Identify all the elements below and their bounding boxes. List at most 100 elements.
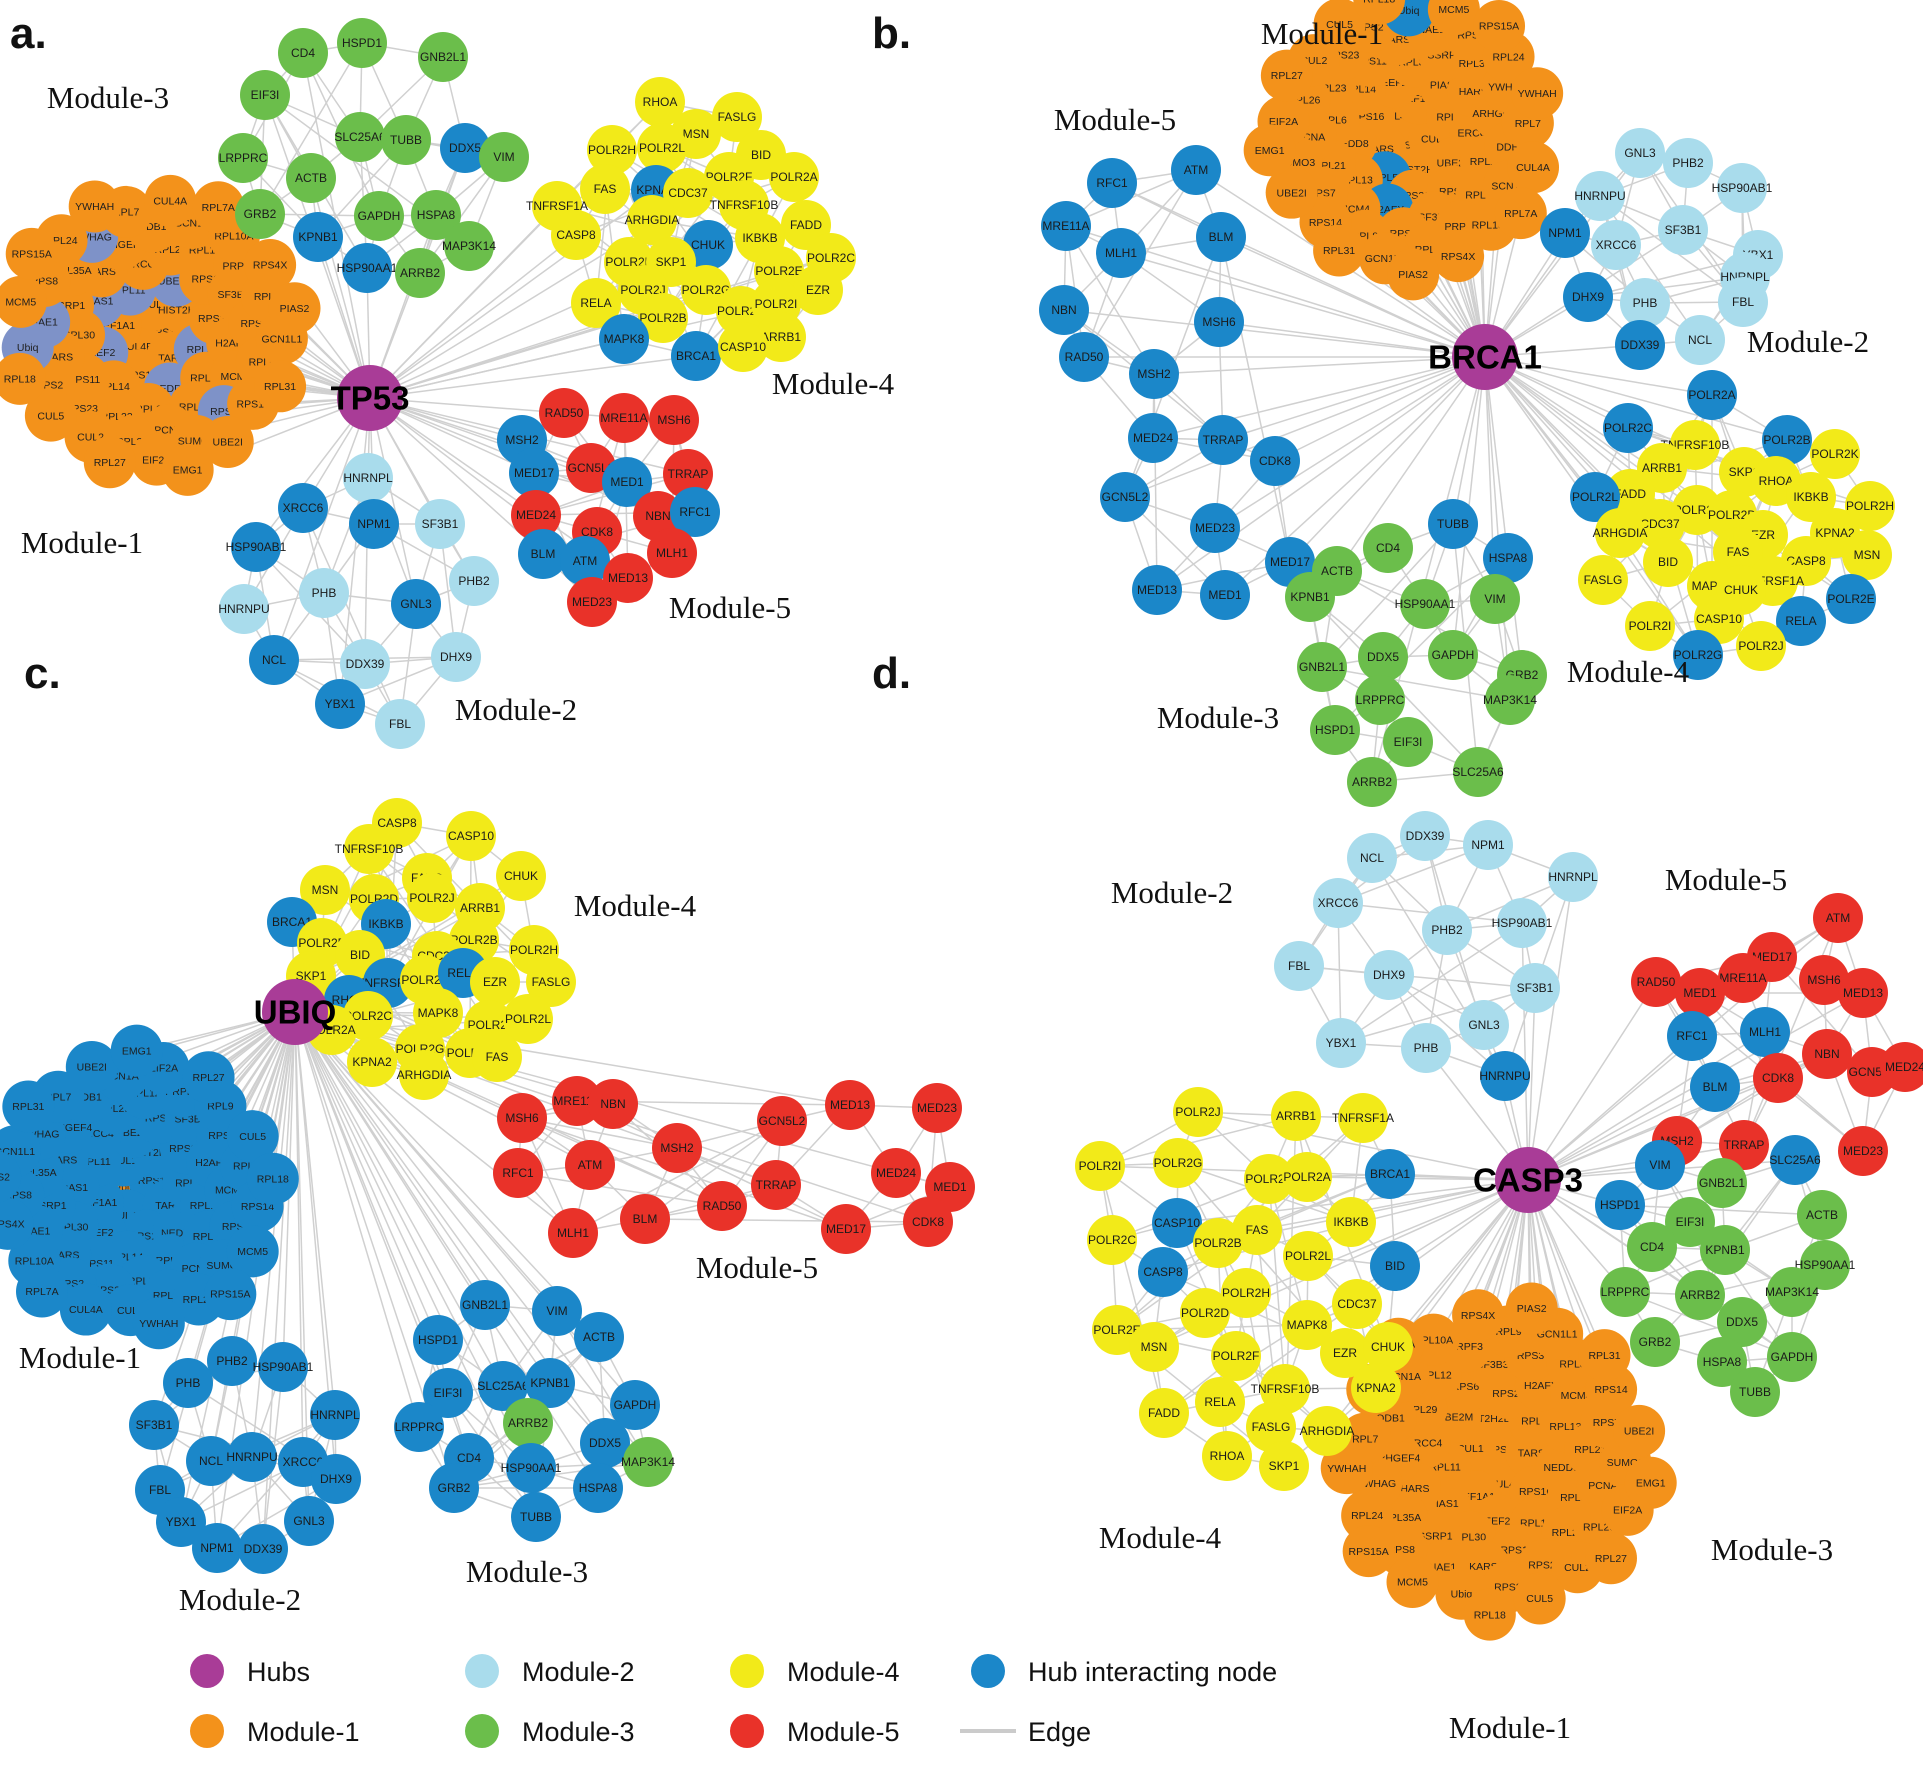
node-RAD50	[1631, 957, 1681, 1007]
node-ARRB1	[1271, 1091, 1321, 1141]
node-GRB2	[235, 189, 285, 239]
node-NBN	[1802, 1029, 1852, 1079]
node-YBX1	[1316, 1018, 1366, 1068]
node-POLR2A	[1282, 1152, 1332, 1202]
node-RELA	[571, 278, 621, 328]
node-MAPK8	[599, 314, 649, 364]
node-EIF3I	[1665, 1197, 1715, 1247]
node-MSH2	[652, 1123, 702, 1173]
legend-module1-label: Module-1	[247, 1717, 360, 1747]
node-CDK8	[903, 1197, 953, 1247]
node-FBL	[1718, 277, 1768, 327]
module-label: Module-2	[455, 692, 577, 727]
node-GNL3	[391, 579, 441, 629]
node-ATM	[1171, 145, 1221, 195]
node-MED1	[1200, 570, 1250, 620]
module-label: Module-3	[1711, 1532, 1833, 1567]
hub-node-UBIQ	[262, 979, 328, 1045]
node-PHB	[163, 1358, 213, 1408]
node-YBX1	[156, 1497, 206, 1547]
node-RPL7A	[16, 1265, 69, 1318]
node-MED17	[509, 448, 559, 498]
module-label: Module-3	[466, 1554, 588, 1589]
node-ARHGDIA	[1595, 508, 1645, 558]
node-MED23	[1190, 503, 1240, 553]
node-TUBB	[1730, 1367, 1780, 1417]
node-HNRNPL	[1548, 852, 1598, 902]
node-DDX39	[1615, 320, 1665, 370]
node-POLR2D	[1180, 1288, 1230, 1338]
node-DDX39	[1400, 811, 1450, 861]
node-HSPA8	[1697, 1337, 1747, 1387]
node-MED24	[1880, 1042, 1923, 1092]
node-GNB2L1	[460, 1280, 510, 1330]
node-NPM1	[1463, 820, 1513, 870]
node-MCM5	[1427, 0, 1480, 36]
node-ARRB2	[395, 248, 445, 298]
node-CASP8	[551, 210, 601, 260]
node-SKP1	[1259, 1441, 1309, 1491]
node-MLH1	[1096, 228, 1146, 278]
node-NBN	[1039, 285, 1089, 335]
node-ARHGDIA	[1302, 1406, 1352, 1456]
node-POLR2K	[1810, 429, 1860, 479]
node-GAPDH	[610, 1380, 660, 1430]
node-POLR2J	[1173, 1087, 1223, 1137]
node-CDK8	[1250, 436, 1300, 486]
node-FBL	[375, 699, 425, 749]
node-ACTB	[286, 153, 336, 203]
node-SLC25A6	[478, 1361, 528, 1411]
module-label: Module-1	[21, 525, 143, 560]
node-EIF3I	[240, 70, 290, 120]
node-PHB2	[449, 556, 499, 606]
panel-letter: d.	[872, 649, 911, 698]
node-EIF3I	[1383, 717, 1433, 767]
node-FBL	[1274, 941, 1324, 991]
node-POLR2I	[1625, 601, 1675, 651]
node-MRE11A	[1041, 201, 1091, 251]
legend-hub-interacting-swatch	[971, 1654, 1005, 1688]
hub-node-CASP3	[1495, 1147, 1561, 1213]
node-ARRB2	[1675, 1270, 1725, 1320]
node-VIM	[532, 1286, 582, 1336]
node-POLR2H	[1845, 481, 1895, 531]
node-POLR2H	[587, 125, 637, 175]
node-CDC37	[1635, 499, 1685, 549]
node-HSP90AB1	[1717, 163, 1767, 213]
node-CHUK	[1363, 1322, 1413, 1372]
node-MSH2	[1129, 349, 1179, 399]
node-NBN	[588, 1079, 638, 1129]
node-GRB2	[1630, 1317, 1680, 1367]
node-DDX5	[440, 123, 490, 173]
node-RELA	[1195, 1377, 1245, 1427]
node-POLR2F	[1211, 1331, 1261, 1381]
node-HSP90AB1	[258, 1342, 308, 1392]
node-UBE2I	[1613, 1404, 1666, 1457]
node-RHOA	[635, 77, 685, 127]
node-MRE11A	[1718, 953, 1768, 1003]
node-BRCA1	[1365, 1149, 1415, 1199]
node-KPNB1	[1285, 572, 1335, 622]
node-GNB2L1	[1697, 1158, 1747, 1208]
node-CDK8	[1753, 1053, 1803, 1103]
node-FASLG	[1246, 1402, 1296, 1452]
node-ATM	[1813, 893, 1863, 943]
node-DHX9	[431, 632, 481, 682]
module-label: Module-2	[179, 1582, 301, 1617]
node-EMG1	[1624, 1456, 1677, 1509]
node-POLR2J	[1736, 621, 1786, 671]
hub-node-TP53	[337, 365, 403, 431]
node-POLR2A	[1687, 370, 1737, 420]
node-ATM	[565, 1140, 615, 1190]
node-DDX39	[238, 1524, 288, 1574]
node-CASP10	[446, 811, 496, 861]
node-PHB2	[1663, 138, 1713, 188]
node-DDX5	[1717, 1297, 1767, 1347]
node-HNRNPL	[310, 1390, 360, 1440]
node-EMG1	[1243, 124, 1296, 177]
node-GAPDH	[1428, 630, 1478, 680]
node-POLR2B	[1193, 1218, 1243, 1268]
